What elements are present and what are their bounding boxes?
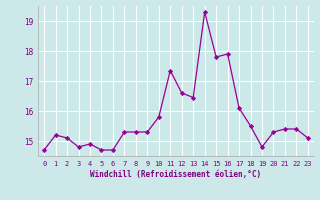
X-axis label: Windchill (Refroidissement éolien,°C): Windchill (Refroidissement éolien,°C): [91, 170, 261, 179]
